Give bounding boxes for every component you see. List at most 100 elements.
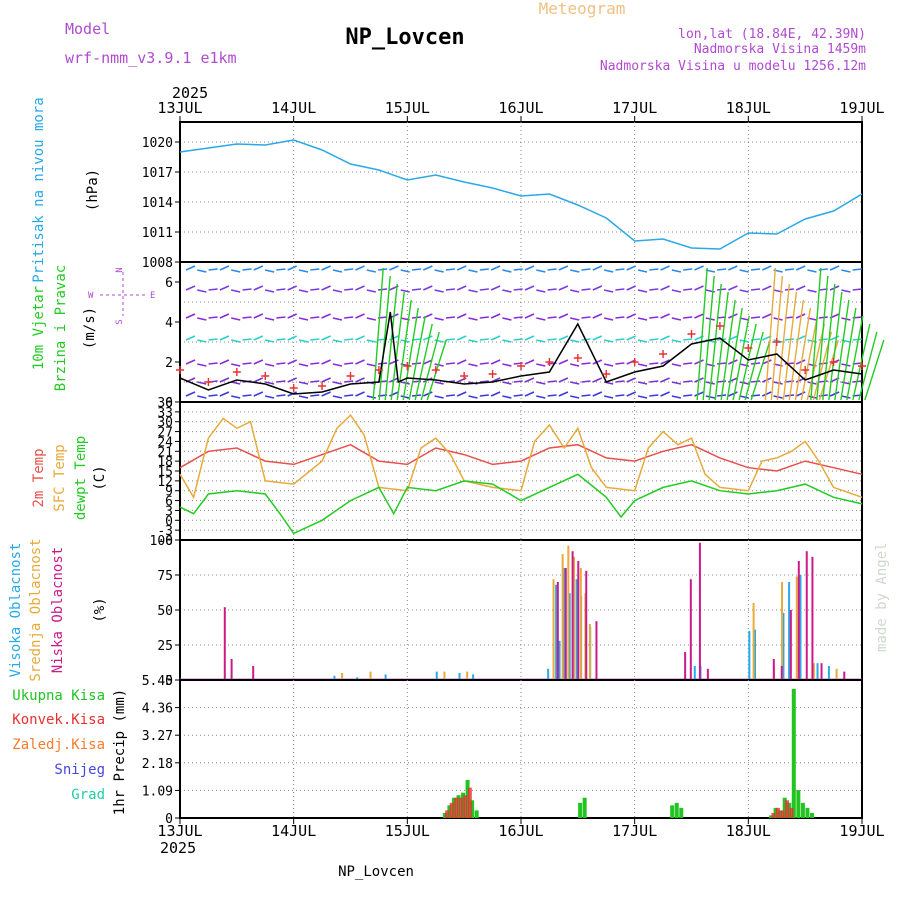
wind-arrow xyxy=(231,339,241,343)
wind-gust-arrow xyxy=(822,283,836,401)
wind-arrow xyxy=(456,285,467,291)
cloud-high-bar xyxy=(816,663,819,680)
wind-arrow xyxy=(547,380,557,383)
cloud-ylabel-1: Visoka Oblacnost xyxy=(8,543,24,678)
wind-arrow xyxy=(468,363,478,367)
wind-arrow xyxy=(344,380,354,383)
wind-arrow xyxy=(355,391,365,397)
wind-arrow xyxy=(513,288,523,291)
precip-conv-bar xyxy=(775,807,780,818)
dir-e-label: E xyxy=(150,291,155,301)
wind-arrow xyxy=(683,380,693,383)
wind-arrow xyxy=(242,316,252,319)
wind-arrow xyxy=(502,381,512,385)
wind-arrow xyxy=(547,268,557,271)
wind-arrow xyxy=(728,391,738,397)
gust-marker xyxy=(858,362,866,370)
wind-arrow xyxy=(231,363,241,367)
wind-arrow xyxy=(795,391,806,397)
wind-arrow xyxy=(287,265,298,271)
gust-marker xyxy=(176,366,184,374)
wind-arrow xyxy=(581,268,591,271)
wind-arrow xyxy=(332,317,343,321)
cloud-low-bar xyxy=(780,666,783,680)
wind-arrow xyxy=(683,362,693,365)
wind-arrow xyxy=(344,362,354,365)
cloud-high-bar xyxy=(693,666,696,680)
y-tick-label: 6 xyxy=(165,276,173,291)
wind-arrow xyxy=(310,316,320,319)
cloud-low-bar xyxy=(689,579,692,680)
wind-arrow xyxy=(287,313,298,319)
y-tick-label: 0 xyxy=(165,812,173,827)
wind-arrow xyxy=(649,394,659,397)
precip-conv-bar xyxy=(449,802,454,818)
wind-arrow xyxy=(524,377,535,383)
precip-total-bar xyxy=(442,812,447,818)
wind-arrow xyxy=(558,377,569,383)
wind-arrow xyxy=(558,285,569,291)
wind-arrow xyxy=(468,289,478,293)
temp-ylabel-1: 2m Temp xyxy=(31,448,47,507)
wind-arrow xyxy=(310,288,320,291)
cloud-ylabel-3: Niska Oblacnost xyxy=(50,547,66,673)
model-label: Model xyxy=(65,20,110,38)
wind-arrow xyxy=(603,363,614,367)
temp-ylabel-3: dewpt Temp xyxy=(73,436,89,520)
wind-arrow xyxy=(603,269,614,273)
wind-arrow xyxy=(615,268,625,271)
gust-marker xyxy=(772,338,781,346)
gust-marker xyxy=(232,368,241,376)
gust-marker xyxy=(374,366,383,374)
y-tick-label: 4 xyxy=(165,316,173,331)
wind-gust-arrow xyxy=(414,323,433,401)
wind-arrow xyxy=(603,339,614,343)
wind-arrow xyxy=(615,288,625,291)
y-tick-label: 6 xyxy=(165,495,173,510)
y-tick-label: 2.18 xyxy=(142,757,173,772)
wind-arrow xyxy=(841,289,851,293)
precip-legend-total: Ukupna Kisa xyxy=(12,688,105,704)
wind-arrow xyxy=(728,285,738,291)
x-tick-label-bottom: 14JUL xyxy=(271,822,316,840)
wind-arrow xyxy=(445,394,455,397)
wind-arrow xyxy=(502,269,512,273)
cloud-low-bar xyxy=(811,556,814,680)
wind-arrow xyxy=(185,359,196,365)
y-tick-label: 30 xyxy=(157,416,173,431)
y-tick-label: 75 xyxy=(157,569,173,584)
wind-arrow xyxy=(683,338,693,341)
precip-conv-bar xyxy=(454,797,459,818)
cloud-mid-bar xyxy=(561,554,564,680)
wind-arrow xyxy=(750,288,761,291)
year-top: 2025 xyxy=(172,84,208,102)
precip-conv-bar xyxy=(463,795,468,818)
wind-arrow xyxy=(321,359,331,365)
wind-arrow xyxy=(841,269,851,273)
wind-arrow xyxy=(264,339,275,343)
wind-arrow xyxy=(750,380,761,383)
wind-panel: 0 2 4 6 xyxy=(165,261,885,411)
cloud-mid-bar xyxy=(552,579,555,680)
cloud-high-bar xyxy=(384,674,387,680)
wind-gust-arrow xyxy=(696,267,708,401)
precip-ylabel: 1hr Precip (mm) xyxy=(112,689,128,815)
wind-arrow xyxy=(592,335,603,341)
wind-arrow xyxy=(649,268,659,271)
wind-arrow xyxy=(344,288,354,291)
precip-total-bar xyxy=(787,802,792,818)
wind-arrow xyxy=(524,285,535,291)
wind-gust-arrow xyxy=(402,307,419,401)
wind-arrow xyxy=(490,391,501,397)
wind-arrow xyxy=(434,395,444,399)
wind-arrow xyxy=(592,285,603,291)
cloud-high-bar xyxy=(435,671,438,680)
wind-arrow xyxy=(739,289,749,293)
y-tick-label: 12 xyxy=(157,475,173,490)
wind-gust-arrow xyxy=(764,267,777,401)
wind-arrow xyxy=(378,288,388,291)
wind-arrow xyxy=(400,289,410,293)
cloud-low-bar xyxy=(571,551,574,680)
cloud-high-bar xyxy=(458,673,461,680)
